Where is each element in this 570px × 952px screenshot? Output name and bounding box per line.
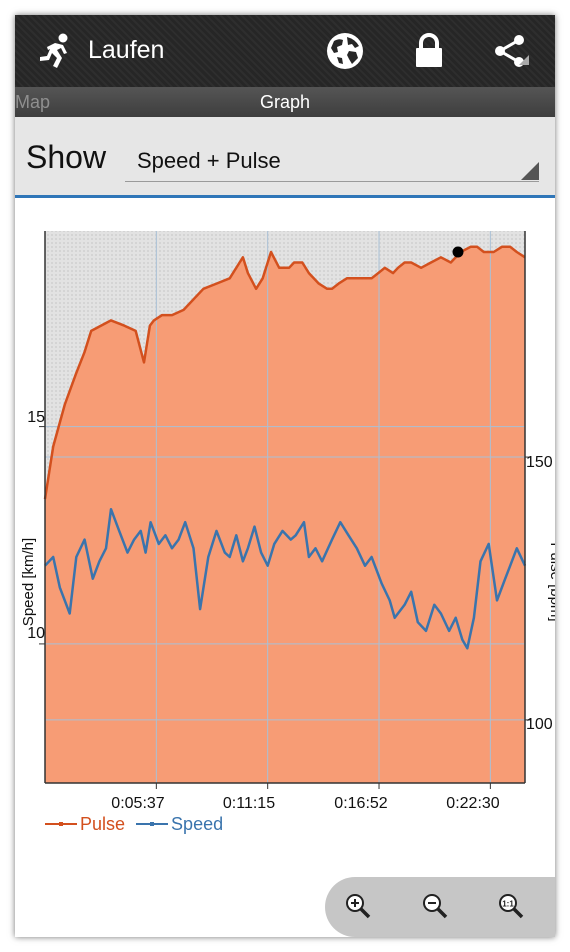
position-marker: [452, 246, 464, 258]
action-bar: Laufen: [15, 15, 555, 87]
pulse-area: [45, 246, 525, 784]
left-axis-title: Speed [km/h]: [20, 538, 37, 626]
divider: [15, 195, 555, 198]
x-tick-label: 0:22:30: [446, 795, 499, 808]
chart-legend: Pulse Speed: [45, 809, 223, 835]
lock-icon[interactable]: [409, 31, 449, 71]
legend-item-speed: Speed: [136, 814, 223, 835]
graph-chart[interactable]: 0:05:37 0:11:15 0:16:52 0:22:30 15 10 15…: [15, 198, 555, 808]
tab-graph[interactable]: Graph: [259, 92, 311, 112]
left-tick-label: 15: [27, 409, 45, 426]
app-window: Laufen Map Graph Show Speed + Pulse: [15, 15, 555, 937]
show-label: Show: [26, 139, 107, 175]
speed-line: [44, 507, 527, 650]
zoom-out-icon[interactable]: [420, 891, 450, 921]
x-tick-label: 0:05:37: [111, 795, 164, 808]
show-row: Show Speed + Pulse: [15, 117, 555, 195]
right-tick-label: 100: [526, 716, 553, 733]
app-title: Laufen: [88, 36, 165, 64]
tab-bar: Map Graph: [15, 87, 555, 117]
left-tick-label: 10: [27, 625, 45, 642]
legend-label-pulse: Pulse: [80, 813, 126, 834]
zoom-controls: 1:1: [325, 877, 555, 937]
share-icon[interactable]: [491, 31, 531, 71]
legend-item-pulse: Pulse: [45, 814, 125, 835]
zoom-reset-icon[interactable]: 1:1: [496, 891, 526, 921]
svg-text:1:1: 1:1: [502, 900, 514, 909]
right-axis-title: Pulse [bpm]: [547, 542, 555, 621]
x-tick-label: 0:11:15: [223, 795, 275, 808]
runner-icon[interactable]: [35, 31, 75, 71]
dropdown-caret-icon: [521, 162, 539, 180]
legend-label-speed: Speed: [171, 813, 224, 834]
zoom-in-icon[interactable]: [343, 891, 373, 921]
x-tick-label: 0:16:52: [334, 795, 387, 808]
globe-icon[interactable]: [325, 31, 365, 71]
show-dropdown[interactable]: Speed + Pulse: [125, 135, 539, 182]
legend-swatch-speed: [136, 822, 169, 826]
show-selected-value: Speed + Pulse: [137, 148, 281, 173]
tab-map[interactable]: Map: [15, 92, 51, 112]
legend-swatch-pulse: [45, 822, 77, 826]
pulse-line: [43, 245, 526, 500]
right-tick-label: 150: [526, 454, 553, 471]
